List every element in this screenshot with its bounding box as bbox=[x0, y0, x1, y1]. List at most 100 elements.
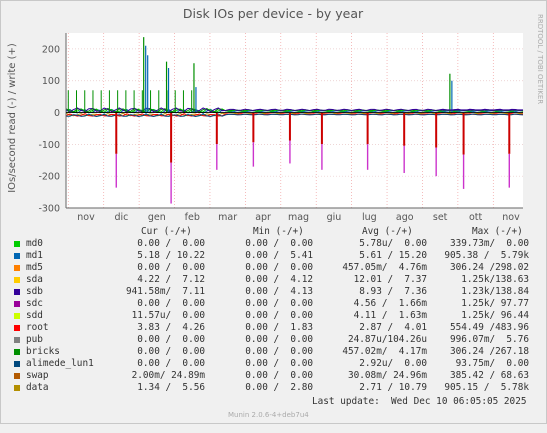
legend-row: data 1.34 / 5.56 0.00 / 2.80 2.71 / 10.79 90… bbox=[0, 382, 547, 394]
legend-avg: 12.01 / 7.37 bbox=[353, 274, 427, 285]
legend-max: 554.49 /483.96 bbox=[449, 322, 529, 333]
legend-swatch bbox=[14, 301, 20, 307]
legend-avg: 2.71 / 10.79 bbox=[359, 382, 427, 393]
x-tick-label: mag bbox=[288, 212, 309, 223]
last-update: Last update: Wed Dec 10 06:05:05 2025 bbox=[312, 396, 527, 407]
chart-title: Disk IOs per device - by year bbox=[183, 6, 364, 21]
last-update-row: Last update: Wed Dec 10 06:05:05 2025 bbox=[0, 396, 547, 408]
legend-name: swap bbox=[26, 370, 49, 381]
legend-avg: 4.56 / 1.66m bbox=[353, 298, 427, 309]
legend-min: 0.00 / 4.12 bbox=[245, 274, 313, 285]
legend-row: md1 5.18 / 10.22 0.00 / 5.41 5.61 / 15.20 90… bbox=[0, 250, 547, 262]
legend-avg: 2.87 / 4.01 bbox=[359, 322, 427, 333]
legend-avg: 8.93 / 7.36 bbox=[359, 286, 427, 297]
legend-cur: 0.00 / 0.00 bbox=[137, 298, 205, 309]
y-tick-label: 0 bbox=[54, 108, 60, 119]
legend-row: md5 0.00 / 0.00 0.00 / 0.00 457.05m/ 4.76m 3… bbox=[0, 262, 547, 274]
x-tick-label: feb bbox=[185, 212, 200, 223]
legend-name: sdb bbox=[26, 286, 43, 297]
x-tick-label: giu bbox=[327, 212, 342, 223]
legend-max: 306.24 /298.02 bbox=[449, 262, 529, 273]
legend-max: 905.15 / 5.78k bbox=[444, 382, 529, 393]
legend-cur: 0.00 / 0.00 bbox=[137, 262, 205, 273]
x-tick-label: gen bbox=[148, 212, 166, 223]
legend-cur: 3.83 / 4.26 bbox=[137, 322, 205, 333]
legend-avg: 457.02m/ 4.17m bbox=[342, 346, 427, 357]
series-line bbox=[66, 113, 524, 118]
legend-min: 0.00 / 0.00 bbox=[245, 370, 313, 381]
legend-max: 306.24 /267.18 bbox=[449, 346, 529, 357]
legend-swatch bbox=[14, 253, 20, 259]
legend-avg: 24.87u/104.26u bbox=[347, 334, 427, 345]
x-tick-label: mar bbox=[218, 212, 237, 223]
legend-swatch bbox=[14, 337, 20, 343]
legend-min: 0.00 / 4.13 bbox=[245, 286, 313, 297]
legend-avg: 457.05m/ 4.76m bbox=[342, 262, 427, 273]
plot-area bbox=[66, 33, 523, 208]
legend-cur: 1.34 / 5.56 bbox=[137, 382, 205, 393]
legend-row: swap 2.00m/ 24.89m 0.00 / 0.00 30.08m/ 24.9… bbox=[0, 370, 547, 382]
legend-row: sdd 11.57u/ 0.00 0.00 / 0.00 4.11 / 1.63m 1.… bbox=[0, 310, 547, 322]
legend-cur: 0.00 / 0.00 bbox=[137, 358, 205, 369]
legend-max: 1.25k/138.63 bbox=[461, 274, 529, 285]
legend-max: 93.75m/ 0.00 bbox=[455, 358, 529, 369]
legend-swatch bbox=[14, 289, 20, 295]
legend-max: 1.25k/ 97.77 bbox=[461, 298, 529, 309]
legend-name: sdc bbox=[26, 298, 43, 309]
legend-row: sda 4.22 / 7.12 0.00 / 4.12 12.01 / 7.37 1.2… bbox=[0, 274, 547, 286]
legend-header: Cur (-/+) Min (-/+) Avg (-/+) Max (-/+) bbox=[0, 226, 547, 238]
legend-min: 0.00 / 0.00 bbox=[245, 238, 313, 249]
legend-avg: 5.61 / 15.20 bbox=[359, 250, 427, 261]
legend-swatch bbox=[14, 313, 20, 319]
legend-swatch bbox=[14, 373, 20, 379]
legend-min: 0.00 / 5.41 bbox=[245, 250, 313, 261]
legend-swatch bbox=[14, 325, 20, 331]
legend-cur: 941.58m/ 7.11 bbox=[125, 286, 205, 297]
x-tick-label: lug bbox=[362, 212, 377, 223]
legend-row: pub 0.00 / 0.00 0.00 / 0.00 24.87u/104.26u 9… bbox=[0, 334, 547, 346]
chart: Disk IOs per device - by year RRDTOOL / … bbox=[7, 6, 544, 223]
y-tick-label: -200 bbox=[38, 172, 60, 183]
legend-swatch bbox=[14, 385, 20, 391]
x-tick-label: nov bbox=[502, 212, 520, 223]
legend-row: sdb 941.58m/ 7.11 0.00 / 4.13 8.93 / 7.36 1.… bbox=[0, 286, 547, 298]
legend-name: root bbox=[26, 322, 49, 333]
y-tick-label: -300 bbox=[38, 204, 60, 215]
legend-avg: 4.11 / 1.63m bbox=[353, 310, 427, 321]
legend-max: 1.25k/ 96.44 bbox=[461, 310, 529, 321]
x-tick-label: nov bbox=[77, 212, 95, 223]
legend-max: 339.73m/ 0.00 bbox=[449, 238, 529, 249]
x-tick-label: ago bbox=[396, 212, 414, 223]
legend-cur: 11.57u/ 0.00 bbox=[131, 310, 205, 321]
legend-name: pub bbox=[26, 334, 43, 345]
legend-row: bricks 0.00 / 0.00 0.00 / 0.00 457.02m/ 4.1… bbox=[0, 346, 547, 358]
legend-min: 0.00 / 0.00 bbox=[245, 358, 313, 369]
legend-min: 0.00 / 0.00 bbox=[245, 334, 313, 345]
legend-max: 996.07m/ 5.76 bbox=[449, 334, 529, 345]
footer-row: Munin 2.0.6-4+deb7u4 bbox=[0, 409, 547, 421]
header-min: Min (-/+) bbox=[253, 226, 304, 237]
legend-swatch bbox=[14, 277, 20, 283]
legend-max: 905.38 / 5.79k bbox=[444, 250, 529, 261]
legend-cur: 0.00 / 0.00 bbox=[137, 346, 205, 357]
legend-cur: 2.00m/ 24.89m bbox=[131, 370, 205, 381]
legend-min: 0.00 / 2.80 bbox=[245, 382, 313, 393]
x-tick-label: set bbox=[433, 212, 448, 223]
legend-name: sda bbox=[26, 274, 43, 285]
y-tick-label: -100 bbox=[38, 140, 60, 151]
legend-max: 1.23k/138.84 bbox=[461, 286, 529, 297]
header-cur: Cur (-/+) bbox=[141, 226, 192, 237]
x-tick-label: ott bbox=[469, 212, 483, 223]
y-tick-label: 200 bbox=[42, 44, 60, 55]
legend-swatch bbox=[14, 349, 20, 355]
legend-cur: 5.18 / 10.22 bbox=[137, 250, 205, 261]
header-avg: Avg (-/+) bbox=[362, 226, 413, 237]
legend-name: md0 bbox=[26, 238, 43, 249]
x-tick-label: apr bbox=[255, 212, 271, 223]
legend-name: md1 bbox=[26, 250, 43, 261]
legend-cur: 0.00 / 0.00 bbox=[137, 238, 205, 249]
legend-cur: 4.22 / 7.12 bbox=[137, 274, 205, 285]
legend-swatch bbox=[14, 265, 20, 271]
legend-row: md0 0.00 / 0.00 0.00 / 0.00 5.78u/ 0.00 339.… bbox=[0, 238, 547, 250]
legend-swatch bbox=[14, 241, 20, 247]
